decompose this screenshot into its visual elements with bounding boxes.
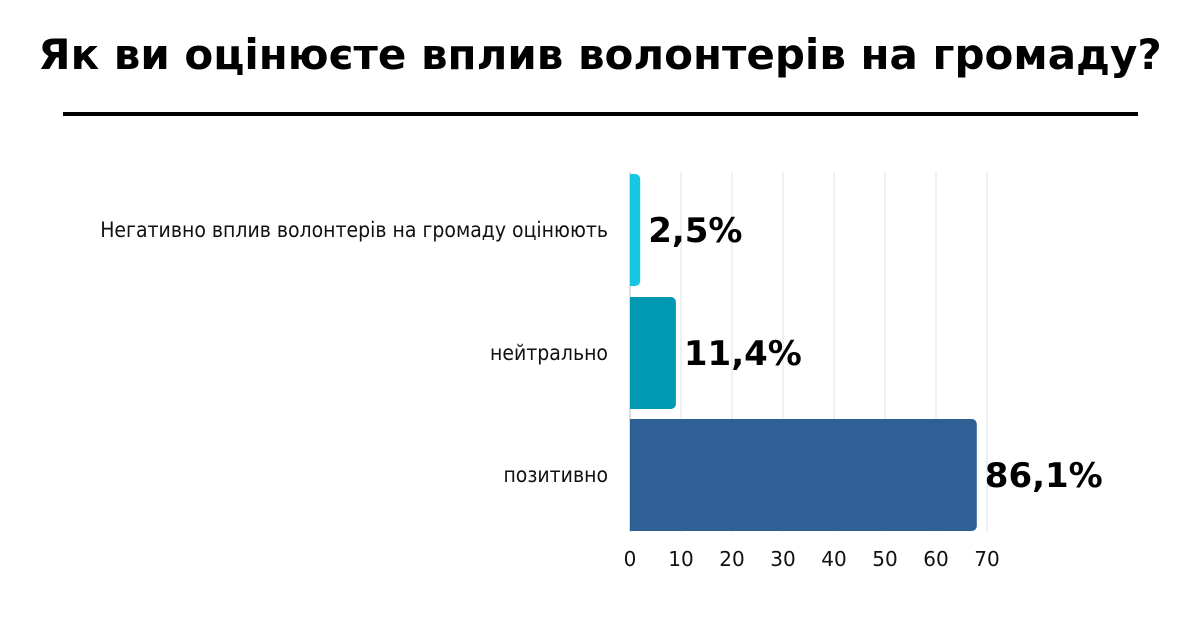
- x-tick-label: 60: [923, 547, 948, 571]
- category-label: позитивно: [503, 463, 608, 487]
- x-tick-label: 10: [668, 547, 693, 571]
- category-label: нейтрально: [490, 341, 608, 365]
- bar-edge: [630, 174, 636, 286]
- value-label: 86,1%: [985, 456, 1103, 496]
- value-label: 11,4%: [684, 334, 802, 374]
- x-tick-label: 0: [624, 547, 637, 571]
- chart-title: Як ви оцінюєте вплив волонтерів на грома…: [38, 30, 1162, 79]
- bar: [630, 419, 977, 531]
- bars: [630, 174, 977, 531]
- x-tick-label: 30: [770, 547, 795, 571]
- bar: [630, 297, 676, 409]
- x-tick-label: 50: [872, 547, 897, 571]
- x-axis-ticks: 0 10 20 30 40 50 60 70: [624, 547, 1000, 571]
- value-labels: 2,5% 11,4% 86,1%: [648, 211, 1103, 496]
- bar-edge: [630, 419, 636, 531]
- title-divider: [63, 112, 1138, 116]
- x-tick-label: 40: [821, 547, 846, 571]
- value-label: 2,5%: [648, 211, 742, 251]
- x-tick-label: 70: [974, 547, 999, 571]
- category-labels: Негативно вплив волонтерів на громаду оц…: [100, 218, 608, 487]
- bar-edge: [630, 297, 636, 409]
- x-tick-label: 20: [719, 547, 744, 571]
- category-label: Негативно вплив волонтерів на громаду оц…: [100, 218, 608, 242]
